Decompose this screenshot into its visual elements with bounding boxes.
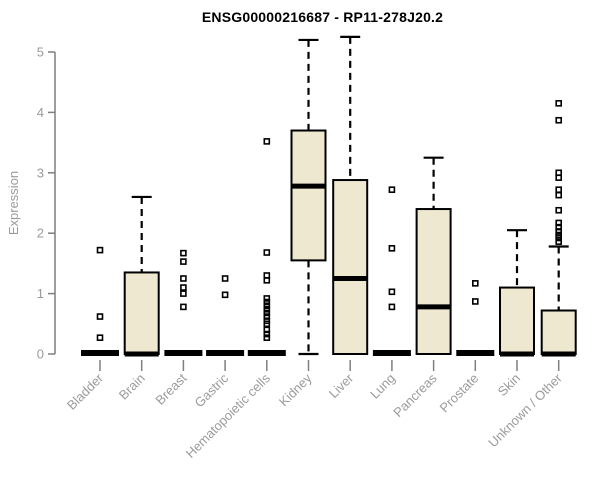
x-tick-label-breast: Breast — [152, 370, 189, 407]
outlier-point — [555, 238, 563, 245]
box-breast — [164, 350, 203, 356]
outlier-point — [221, 275, 229, 282]
outlier-point — [96, 334, 104, 341]
outlier-point — [263, 306, 271, 313]
x-tick-label-lung: Lung — [367, 371, 398, 402]
x-tick-label-pancreas: Pancreas — [390, 370, 440, 420]
outlier-point — [263, 295, 271, 302]
outlier-point — [388, 245, 396, 252]
outlier-point — [555, 116, 563, 124]
outlier-point — [471, 280, 479, 287]
outlier-point — [96, 313, 104, 320]
outlier-point — [221, 291, 229, 299]
x-tick-label-unknown-other: Unknown / Other — [485, 370, 565, 450]
outlier-point — [263, 298, 271, 306]
outlier-point — [263, 326, 271, 334]
y-tick-label: 1 — [37, 286, 44, 301]
outlier-point — [555, 169, 563, 177]
box-skin — [499, 286, 535, 355]
y-tick-label: 2 — [37, 226, 44, 241]
outlier-point — [263, 138, 271, 145]
outlier-point — [180, 275, 187, 282]
x-tick-label-prostate: Prostate — [437, 371, 482, 416]
box-gastric — [206, 350, 245, 356]
x-tick-label-skin: Skin — [495, 371, 523, 399]
box-brain — [123, 271, 160, 355]
y-tick-label: 4 — [37, 105, 44, 120]
box-unknown-other — [540, 309, 577, 355]
outlier-point — [180, 303, 187, 311]
outlier-point — [263, 334, 271, 341]
x-tick-label-gastric: Gastric — [192, 370, 232, 410]
box-pancreas — [415, 208, 452, 355]
x-tick-label-kidney: Kidney — [276, 370, 315, 409]
outlier-point — [180, 249, 187, 257]
y-tick-label: 0 — [37, 347, 44, 362]
outlier-point — [180, 284, 187, 291]
outlier-point — [555, 186, 563, 194]
outlier-point — [180, 258, 187, 265]
box-lung — [372, 350, 411, 356]
outlier-point — [555, 231, 563, 239]
outlier-point — [263, 272, 271, 279]
outlier-point — [263, 309, 271, 317]
outlier-point — [180, 290, 187, 297]
box-hematopoietic-cells — [247, 350, 286, 356]
outlier-point — [263, 302, 271, 309]
box-liver — [332, 179, 369, 355]
box-prostate — [456, 350, 495, 356]
outlier-point — [471, 298, 479, 305]
outlier-point — [555, 206, 563, 214]
x-tick-label-liver: Liver — [326, 370, 357, 401]
x-tick-label-bladder: Bladder — [64, 370, 107, 413]
x-tick-label-brain: Brain — [116, 371, 148, 403]
y-tick-label: 3 — [37, 165, 44, 180]
outlier-point — [388, 303, 396, 311]
outlier-point — [263, 313, 271, 320]
outlier-point — [388, 186, 396, 194]
outlier-point — [263, 249, 271, 256]
outlier-point — [555, 191, 563, 199]
outlier-point — [555, 219, 563, 227]
box-bladder — [81, 350, 119, 356]
chart-title: ENSG00000216687 - RP11-278J20.2 — [201, 9, 444, 25]
outlier-point — [388, 288, 396, 296]
outlier-point — [96, 246, 104, 254]
y-tick-label: 5 — [37, 45, 44, 60]
outlier-point — [555, 100, 563, 107]
box-kidney — [290, 129, 327, 262]
